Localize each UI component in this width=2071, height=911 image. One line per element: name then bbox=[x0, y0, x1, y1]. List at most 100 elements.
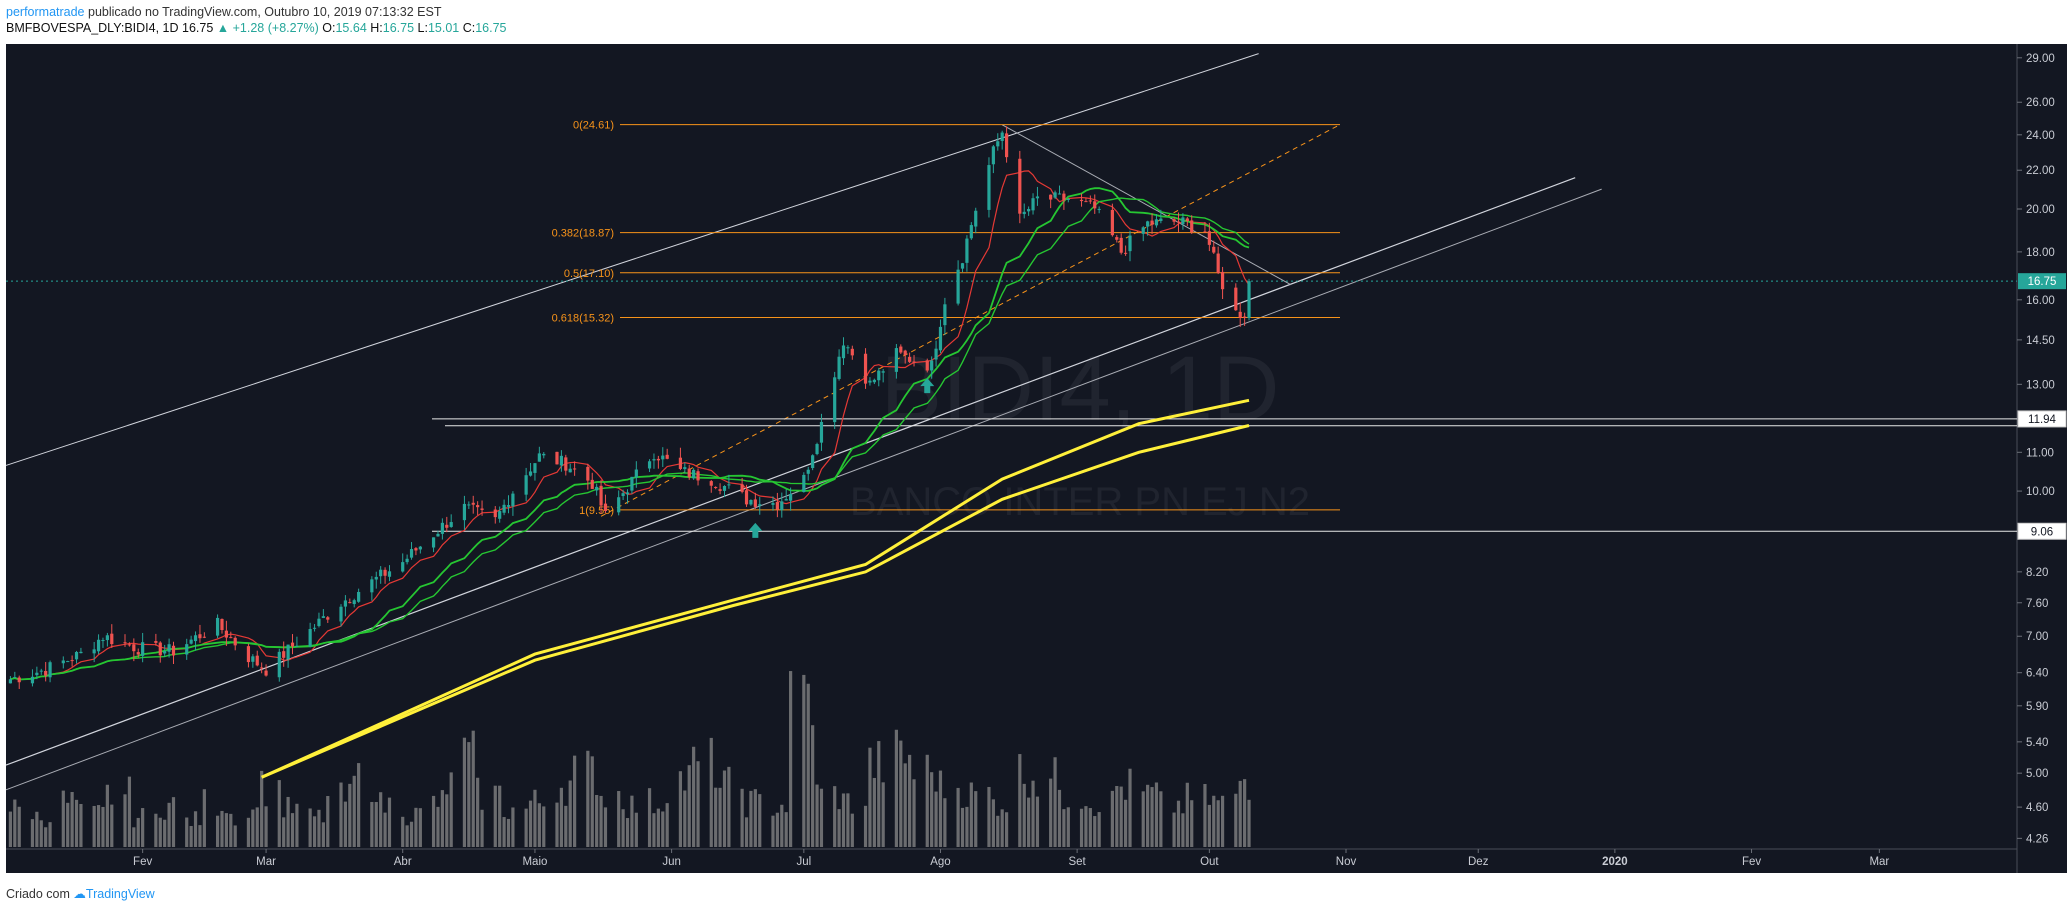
candle-body bbox=[559, 455, 563, 466]
candle-body bbox=[39, 670, 43, 672]
candle-body bbox=[881, 371, 885, 373]
price-tick-label: 5.90 bbox=[2026, 701, 2048, 713]
candle-body bbox=[110, 633, 114, 645]
candle-body bbox=[198, 634, 202, 639]
volume-bar bbox=[568, 780, 572, 847]
plot-background[interactable] bbox=[6, 44, 2017, 873]
price-tick-label: 7.00 bbox=[2026, 631, 2048, 643]
candle-body bbox=[326, 617, 330, 620]
volume-bar bbox=[634, 812, 638, 847]
candle-body bbox=[185, 644, 189, 655]
volume-bar bbox=[39, 820, 43, 847]
tradingview-logo-icon[interactable]: ☁ bbox=[73, 887, 86, 901]
volume-bar bbox=[925, 754, 929, 847]
volume-bar bbox=[991, 799, 995, 847]
volume-bar bbox=[709, 737, 713, 847]
volume-bar bbox=[965, 806, 969, 847]
time-tick-label: Mar bbox=[256, 856, 276, 868]
volume-bar bbox=[44, 827, 48, 847]
volume-bar bbox=[132, 827, 136, 847]
candle-body bbox=[260, 667, 264, 669]
candle-body bbox=[903, 350, 907, 356]
long-ma-150-line bbox=[261, 398, 1250, 779]
volume-bar bbox=[1216, 800, 1220, 847]
candle-body bbox=[806, 469, 810, 474]
watermark-name: BANCO INTER PN EJ N2 bbox=[850, 480, 1310, 524]
candle-body bbox=[163, 651, 167, 654]
long-ma-200-line bbox=[261, 424, 1250, 779]
volume-bar bbox=[1247, 799, 1251, 847]
candle-body bbox=[127, 644, 132, 646]
time-axis[interactable] bbox=[6, 849, 2017, 873]
volume-bar bbox=[1185, 782, 1189, 847]
candle-body bbox=[1079, 199, 1084, 202]
buy-arrow-icon bbox=[920, 378, 935, 394]
volume-bar bbox=[647, 788, 652, 847]
candle-body bbox=[343, 600, 348, 607]
candle-body bbox=[568, 468, 572, 473]
candle-body bbox=[960, 263, 965, 269]
footer: Criado com ☁TradingView bbox=[6, 886, 155, 901]
volume-bar bbox=[780, 804, 784, 847]
volume-bar bbox=[493, 785, 497, 847]
volume-bar bbox=[215, 815, 220, 847]
candle-body bbox=[1176, 221, 1181, 223]
last-price: 16.75 bbox=[182, 21, 214, 35]
volume-bar bbox=[1234, 793, 1238, 847]
low-label: L: bbox=[417, 21, 428, 35]
volume-bar bbox=[960, 807, 965, 847]
volume-bar bbox=[431, 795, 436, 847]
volume-bar bbox=[692, 746, 696, 847]
volume-bar bbox=[1150, 787, 1154, 847]
volume-bar bbox=[1220, 795, 1225, 847]
price-change: ▲ +1.28 (+8.27%) bbox=[216, 21, 319, 35]
volume-bar bbox=[1110, 790, 1114, 847]
price-axis[interactable] bbox=[2017, 44, 2067, 873]
volume-bar bbox=[326, 796, 330, 847]
candle-body bbox=[815, 444, 819, 455]
candle-body bbox=[220, 618, 224, 631]
time-tick-label: Abr bbox=[394, 856, 412, 868]
volume-bar bbox=[727, 766, 731, 847]
candle-body bbox=[872, 379, 876, 383]
candle-body bbox=[987, 165, 991, 210]
candle-body bbox=[837, 356, 841, 379]
candle-body bbox=[1212, 246, 1216, 253]
volume-bar bbox=[683, 790, 687, 847]
high-label: H: bbox=[370, 21, 383, 35]
volume-bar bbox=[286, 796, 290, 847]
footer-brand[interactable]: TradingView bbox=[85, 887, 155, 901]
volume-bar bbox=[127, 776, 132, 847]
candle-body bbox=[401, 562, 405, 572]
volume-bar bbox=[35, 811, 39, 847]
horizontal-levels bbox=[6, 280, 2017, 532]
candle-body bbox=[727, 484, 731, 486]
volume-bar bbox=[912, 779, 916, 847]
time-tick-label: Jul bbox=[796, 856, 811, 868]
volume-bar bbox=[193, 811, 198, 847]
volume-bar bbox=[480, 809, 484, 847]
candle-body bbox=[894, 348, 898, 372]
volume-bar bbox=[74, 799, 79, 847]
volume-bar bbox=[48, 822, 52, 847]
volume-bar bbox=[1141, 791, 1145, 847]
fibonacci-retracement: 0(24.61) 0.382(18.87) 0.5(17.10) 0.618(15.3… bbox=[552, 120, 1340, 517]
volume-bar bbox=[1190, 800, 1194, 847]
candle-body bbox=[537, 453, 541, 462]
candle-body bbox=[467, 504, 471, 506]
volume-bar bbox=[603, 807, 608, 847]
candle-body bbox=[251, 656, 255, 662]
author-link[interactable]: performatrade bbox=[6, 5, 85, 19]
symbol-name[interactable]: BMFBOVESPA_DLY:BIDI4, 1D bbox=[6, 21, 179, 35]
candle-body bbox=[74, 651, 79, 660]
close-label: C: bbox=[462, 21, 476, 35]
volume-bar bbox=[92, 805, 96, 847]
volume-bar bbox=[1172, 812, 1176, 847]
price-tick-label: 24.00 bbox=[2026, 130, 2055, 142]
volume-bar bbox=[317, 809, 321, 847]
channel-upper-line bbox=[5, 53, 1259, 466]
time-tick-label: Jun bbox=[662, 856, 681, 868]
level-price-badge bbox=[2017, 410, 2067, 428]
volume-bar bbox=[1088, 808, 1092, 847]
